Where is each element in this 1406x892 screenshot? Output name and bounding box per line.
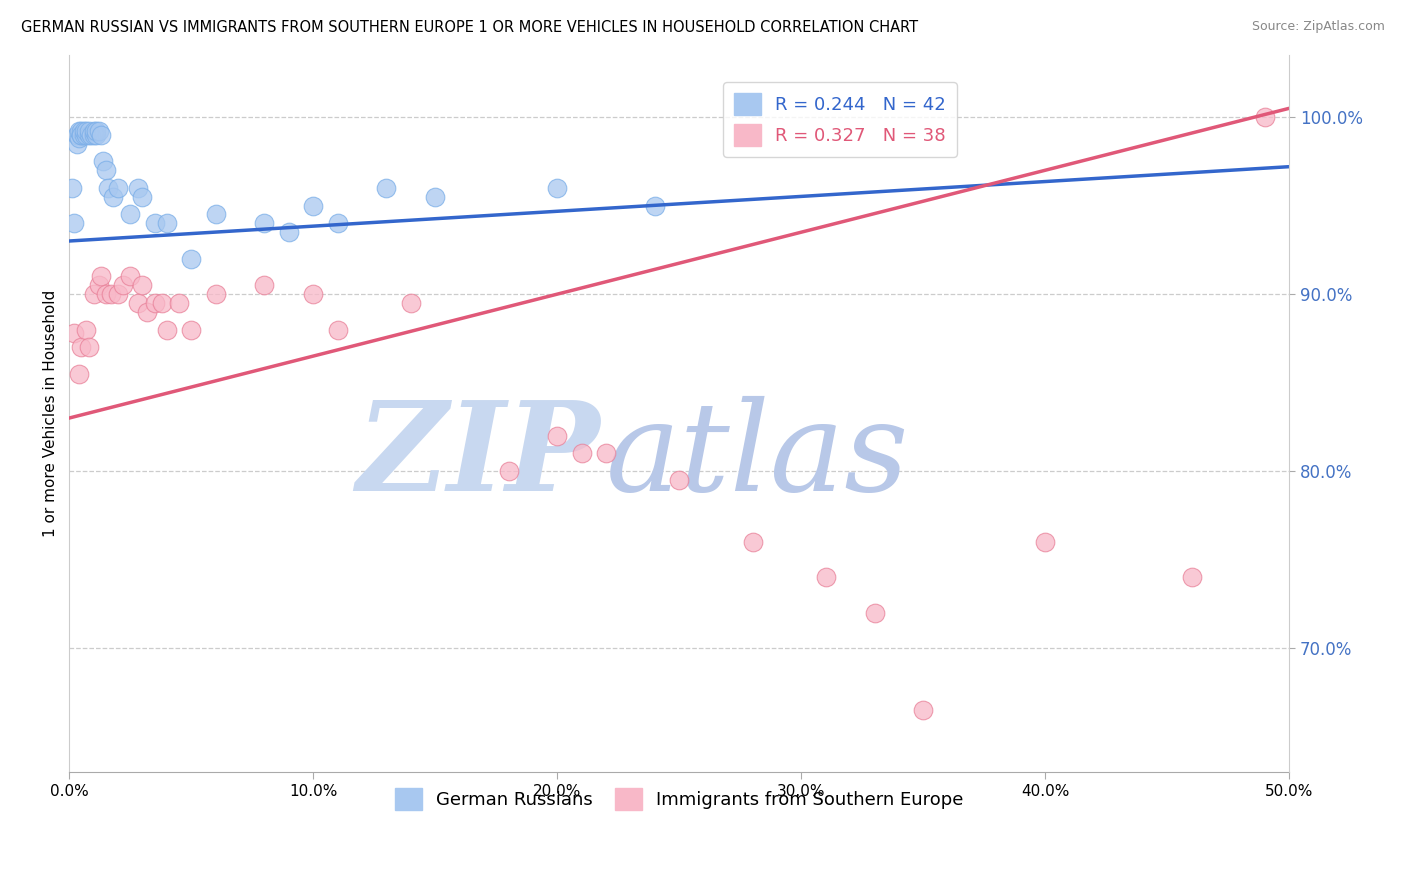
Point [253,278,276,293]
Point [90,128,112,142]
Point [77,128,100,142]
Legend: German Russians, Immigrants from Southern Europe: German Russians, Immigrants from Souther… [388,780,972,817]
Point [302,199,325,213]
Point [93,154,115,169]
Point [131,278,153,293]
Point [326,322,349,336]
Point [77,124,100,138]
Point [180,322,202,336]
Point [546,428,568,442]
Point [100,287,122,301]
Point [73,128,96,142]
Text: atlas: atlas [606,396,910,517]
Point [67,124,90,138]
Point [120,207,142,221]
Point [741,535,763,549]
Point [127,296,149,310]
Point [131,190,153,204]
Point [75,322,97,336]
Point [302,287,325,301]
Point [75,128,97,142]
Point [143,296,166,310]
Point [60,181,83,195]
Point [65,128,87,142]
Point [70,340,93,354]
Point [571,446,593,460]
Point [167,296,190,310]
Point [101,190,124,204]
Point [70,124,93,138]
Point [204,207,226,221]
Point [63,326,86,340]
Point [127,181,149,195]
Point [65,136,87,151]
Point [120,269,142,284]
Text: ZIP: ZIP [356,396,600,517]
Point [107,181,129,195]
Point [70,128,93,142]
Point [94,287,117,301]
Text: GERMAN RUSSIAN VS IMMIGRANTS FROM SOUTHERN EUROPE 1 OR MORE VEHICLES IN HOUSEHOL: GERMAN RUSSIAN VS IMMIGRANTS FROM SOUTHE… [21,20,918,35]
Point [399,296,422,310]
Point [814,570,837,584]
Point [277,225,299,239]
Point [180,252,202,266]
Point [156,322,179,336]
Point [63,216,86,230]
Point [644,199,666,213]
Point [67,367,90,381]
Point [1181,570,1204,584]
Point [84,128,107,142]
Point [375,181,398,195]
Point [1254,110,1277,124]
Point [156,216,179,230]
Point [75,124,97,138]
Point [204,287,226,301]
Point [77,340,100,354]
Point [107,287,129,301]
Point [111,278,134,293]
Point [97,181,120,195]
Point [87,278,110,293]
Point [67,131,90,145]
Point [83,287,105,301]
Point [546,181,568,195]
Point [425,190,447,204]
Point [90,269,112,284]
Point [94,163,117,178]
Point [136,305,159,319]
Point [1035,535,1057,549]
Point [83,124,105,138]
Point [143,216,166,230]
Point [70,128,93,142]
Point [80,128,103,142]
Text: Source: ZipAtlas.com: Source: ZipAtlas.com [1251,20,1385,33]
Point [595,446,617,460]
Point [87,124,110,138]
Point [326,216,349,230]
Point [498,464,520,478]
Point [84,124,107,138]
Point [150,296,173,310]
Point [83,128,105,142]
Point [253,216,276,230]
Point [668,473,690,487]
Point [863,606,886,620]
Point [73,124,96,138]
Point [912,703,935,717]
Y-axis label: 1 or more Vehicles in Household: 1 or more Vehicles in Household [44,290,58,537]
